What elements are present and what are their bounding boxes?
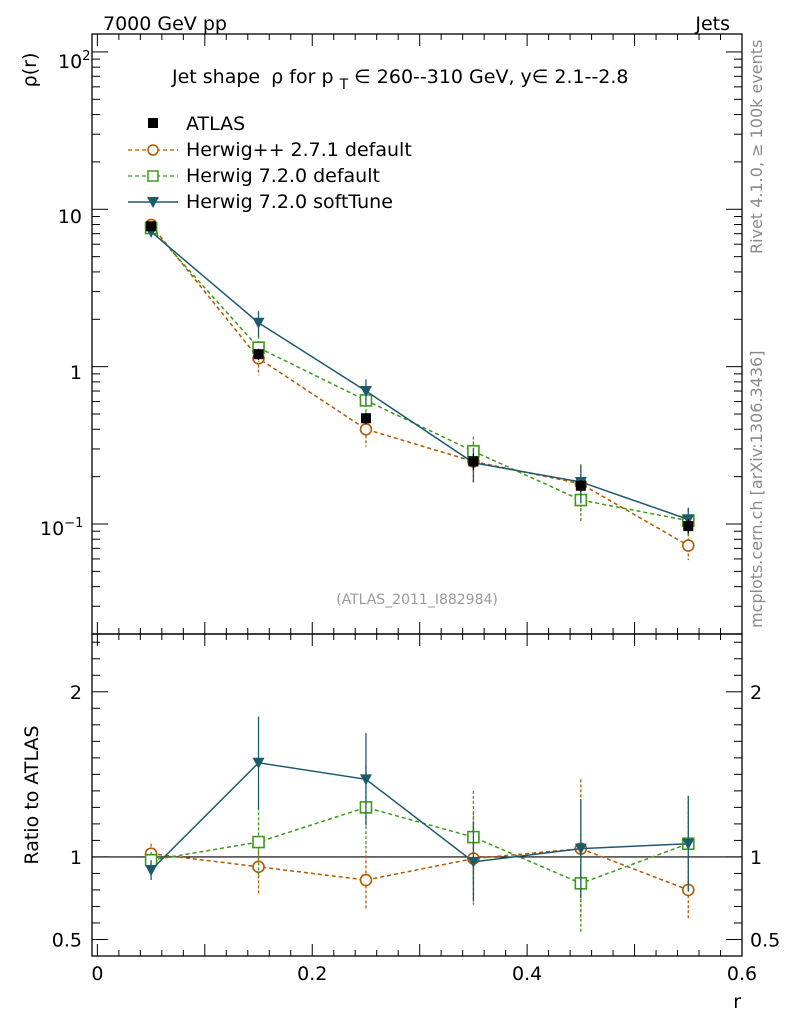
ratio-tick-label-right: 1 <box>750 847 762 869</box>
title-part-d: ∈ 260--310 GeV, y∈ 2.1--2.8 <box>354 66 628 88</box>
y-tick-label-100: 102 <box>58 49 90 73</box>
header-energy: 7000 GeV pp <box>103 13 227 35</box>
series-line-softtune <box>150 231 689 521</box>
y-tick-label-10: 10 <box>58 206 82 228</box>
y-tick-label-1: 1 <box>70 362 82 384</box>
data-point-atlas <box>253 349 264 360</box>
series-line-herwig720 <box>150 227 689 522</box>
data-point-herwigpp <box>359 422 373 436</box>
y-tick-100-base: 10 <box>58 51 82 73</box>
ratio-plot-marks <box>144 716 695 933</box>
ratio-point-softtune <box>574 843 587 855</box>
y-tick-0.1-exp: −1 <box>64 516 83 531</box>
rivet-version-text: Rivet 4.1.0, ≥ 100k events <box>747 40 766 254</box>
axis-ticks <box>92 34 743 957</box>
ratio-line-herwig720 <box>150 806 689 885</box>
data-point-softtune <box>252 317 265 329</box>
data-point-herwigpp <box>681 539 695 552</box>
ratio-tick-label: 2 <box>70 682 82 704</box>
data-point-atlas <box>683 521 694 532</box>
ratio-point-softtune <box>252 757 265 769</box>
ratio-tick-label: 0.5 <box>52 929 82 951</box>
ratio-point-herwigpp <box>252 860 265 874</box>
y-axis-label: ρ(r) <box>19 53 41 88</box>
plot-title: Jet shape ρ for p T ∈ 260--310 GeV, y∈ 2… <box>171 66 629 94</box>
data-point-softtune <box>359 386 372 398</box>
y-tick-label-0.1: 10−1 <box>40 516 83 540</box>
title-part-b: ρ <box>271 66 283 88</box>
legend-marker-atlas <box>148 118 158 128</box>
data-point-atlas <box>146 221 157 232</box>
title-part-c: for p <box>289 66 333 88</box>
legend-marker-softtune <box>147 197 159 208</box>
legend: ATLAS Herwig++ 2.7.1 default Herwig 7.2.… <box>128 113 412 213</box>
title-part-a: Jet shape <box>171 66 260 88</box>
legend-label-atlas: ATLAS <box>186 113 245 135</box>
analysis-reference: (ATLAS_2011_I882984) <box>336 592 498 608</box>
main-plot-marks <box>144 218 695 561</box>
legend-marker-herwigpp <box>147 144 159 156</box>
ratio-tick-labels: 0.5 0.5 1 1 2 2 <box>52 682 780 952</box>
ratio-point-herwig720 <box>252 835 265 849</box>
x-tick-labels: 0 0.2 0.4 0.6 <box>91 963 757 985</box>
x-tick-label: 0.2 <box>297 963 327 985</box>
ratio-point-softtune <box>145 865 158 877</box>
ratio-line-softtune <box>150 762 689 871</box>
ratio-point-herwigpp <box>359 873 373 887</box>
x-axis-label: r <box>733 991 741 1013</box>
title-subscript: T <box>339 77 349 93</box>
mcplots-credit-text: mcplots.cern.ch [arXiv:1306.3436] <box>747 351 766 628</box>
ratio-y-axis-label: Ratio to ATLAS <box>21 725 43 864</box>
legend-label-herwigpp: Herwig++ 2.7.1 default <box>186 139 412 161</box>
ratio-tick-label-right: 0.5 <box>750 929 780 951</box>
legend-label-herwig720: Herwig 7.2.0 default <box>186 165 380 187</box>
series-line-herwigpp <box>150 224 689 547</box>
header-category: Jets <box>694 13 730 35</box>
x-tick-label: 0 <box>91 963 103 985</box>
ratio-point-softtune <box>467 856 480 868</box>
legend-marker-herwig720 <box>147 170 159 182</box>
ratio-line-herwigpp <box>150 847 689 891</box>
y-tick-0.1-base: 10 <box>40 518 64 540</box>
ratio-plot-frame <box>91 633 743 957</box>
x-tick-label: 0.6 <box>727 963 757 985</box>
ratio-point-softtune <box>682 838 695 850</box>
ratio-tick-label: 1 <box>70 847 82 869</box>
x-tick-label: 0.4 <box>512 963 542 985</box>
data-point-atlas <box>468 456 479 467</box>
legend-label-softtune: Herwig 7.2.0 softTune <box>186 191 393 213</box>
ratio-point-softtune <box>359 774 372 786</box>
y-tick-100-exp: 2 <box>82 49 90 64</box>
ratio-tick-label-right: 2 <box>750 682 762 704</box>
data-point-atlas <box>575 480 586 491</box>
data-point-atlas <box>360 413 371 424</box>
